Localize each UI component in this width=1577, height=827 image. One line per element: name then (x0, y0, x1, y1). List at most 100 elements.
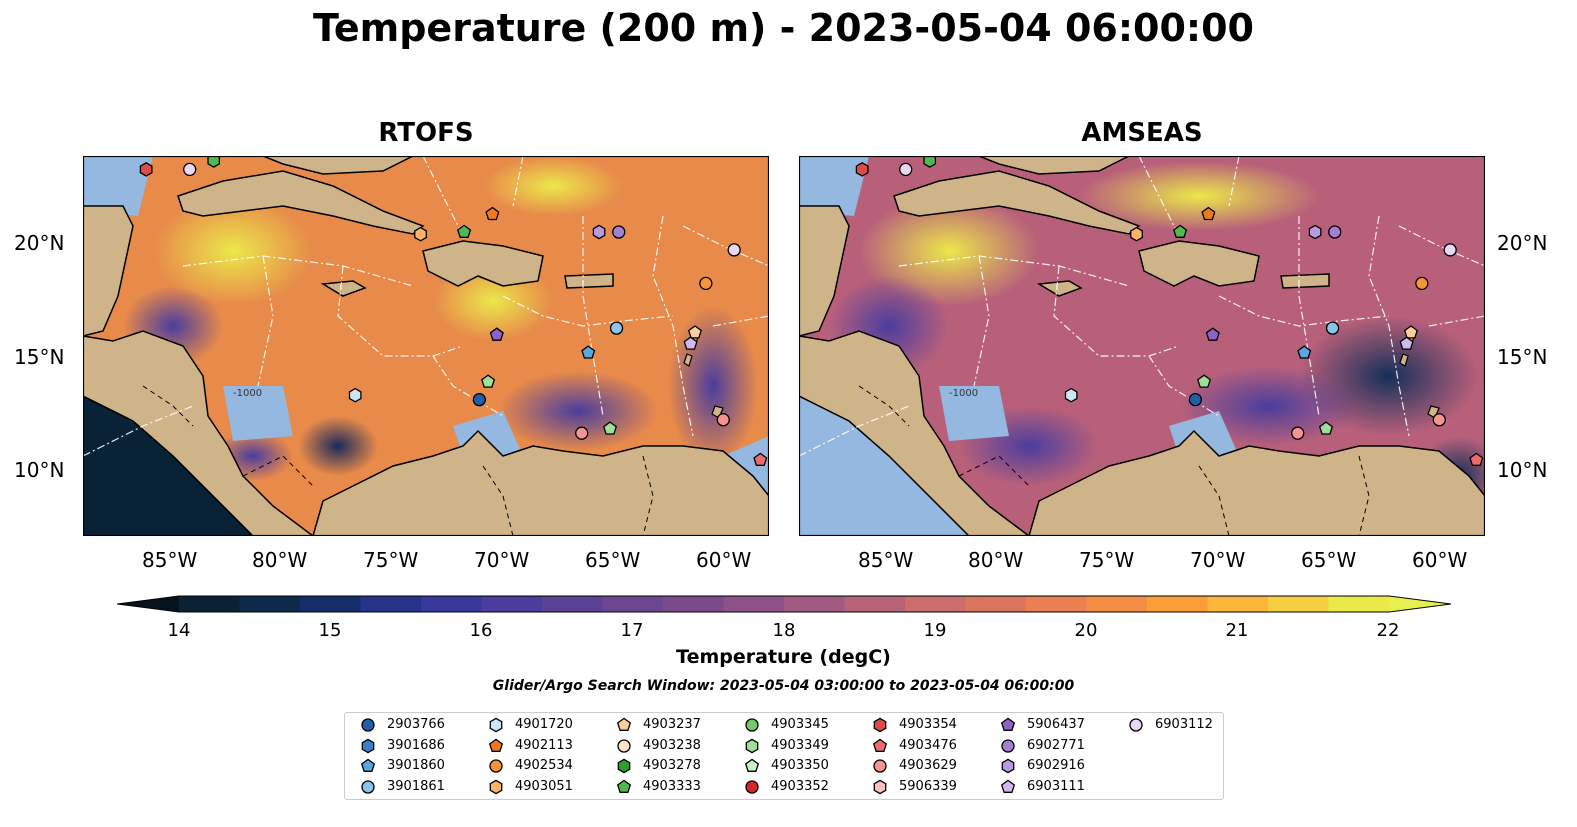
land-puerto-rico (1280, 273, 1330, 289)
float-marker[interactable] (207, 156, 221, 168)
float-marker[interactable] (575, 426, 589, 440)
float-marker[interactable] (899, 162, 913, 177)
legend-marker-icon (1129, 718, 1143, 732)
lon-label-70w-right: 70°W (1190, 548, 1246, 572)
float-marker[interactable] (592, 224, 606, 240)
float-marker[interactable] (1432, 413, 1446, 427)
float-marker[interactable] (1130, 226, 1143, 242)
shallow-shelf (83, 156, 153, 216)
float-marker[interactable] (481, 374, 496, 388)
colorbar-segment (784, 596, 845, 612)
float-marker[interactable] (1328, 225, 1342, 239)
float-marker[interactable] (687, 325, 702, 339)
float-marker[interactable] (1318, 421, 1334, 435)
legend-marker-icon (873, 717, 887, 733)
float-marker[interactable] (457, 224, 472, 238)
float-marker[interactable] (139, 162, 153, 177)
legend-label: 4903350 (771, 758, 829, 773)
colorbar-tick: 15 (318, 620, 342, 641)
float-marker[interactable] (753, 452, 768, 466)
float-marker[interactable] (1297, 345, 1312, 359)
legend-marker-icon (617, 758, 631, 774)
legend-marker-icon (361, 779, 375, 794)
float-markers[interactable] (855, 156, 1484, 466)
float-marker[interactable] (716, 413, 730, 427)
float-marker[interactable] (699, 276, 713, 291)
legend-marker-icon (872, 738, 888, 752)
warm-anomaly (153, 196, 313, 306)
float-marker[interactable] (1415, 276, 1429, 291)
float-marker[interactable] (581, 345, 596, 359)
float-marker[interactable] (1399, 336, 1414, 350)
land-cuba (893, 170, 1141, 235)
legend-label: 6902916 (1027, 758, 1085, 773)
float-marker[interactable] (1325, 321, 1340, 335)
colorbar-segment (542, 596, 603, 612)
float-marker[interactable] (923, 156, 937, 168)
float-marker[interactable] (485, 206, 500, 221)
colorbar-tick: 22 (1376, 620, 1400, 641)
legend-marker-icon (489, 779, 503, 794)
legend-label: 4903629 (899, 758, 957, 773)
legend-marker-icon (1000, 717, 1016, 731)
lon-label-60w: 60°W (696, 548, 752, 572)
colorbar-segment (663, 596, 724, 612)
float-marker[interactable] (609, 321, 624, 335)
float-legend: 2903766 3901686 3901860 3901861 4901720 49021… (344, 712, 1224, 800)
colorbar-segment (905, 596, 966, 612)
colorbar-over-arrow (1389, 596, 1451, 612)
lon-label-65w-right: 65°W (1301, 548, 1357, 572)
float-marker[interactable] (1173, 224, 1188, 238)
lon-label-75w-right: 75°W (1079, 548, 1135, 572)
float-marker[interactable] (855, 162, 869, 177)
float-marker[interactable] (683, 336, 698, 350)
national-borders (858, 385, 1370, 536)
pacific-ocean (83, 396, 253, 536)
colorbar (117, 595, 1451, 613)
float-marker[interactable] (1205, 327, 1220, 341)
float-marker[interactable] (348, 387, 362, 403)
legend-marker-icon (616, 717, 632, 731)
land-yucatan (83, 205, 134, 337)
map-panel-rtofs[interactable]: -1000 (83, 156, 769, 536)
float-marker[interactable] (1443, 243, 1457, 257)
float-marker[interactable] (1308, 224, 1322, 240)
cold-anomaly (668, 306, 758, 466)
colorbar-tick: 17 (620, 620, 644, 641)
lon-label-85w-right: 85°W (858, 548, 914, 572)
lon-label-65w: 65°W (585, 548, 641, 572)
colorbar-segment (602, 596, 664, 612)
float-marker[interactable] (612, 225, 626, 239)
map-panel-amseas[interactable]: -1000 (799, 156, 1485, 536)
float-marker[interactable] (414, 226, 427, 242)
shallow-shelf (939, 386, 1009, 441)
float-markers[interactable] (139, 156, 768, 466)
legend-marker-icon (616, 779, 632, 793)
float-marker[interactable] (1201, 206, 1216, 221)
float-marker[interactable] (1064, 387, 1078, 403)
land-yucatan (799, 205, 850, 337)
float-marker[interactable] (183, 162, 197, 177)
float-marker[interactable] (472, 392, 487, 407)
colorbar-tick: 21 (1225, 620, 1249, 641)
float-marker[interactable] (1291, 426, 1305, 440)
float-marker[interactable] (727, 243, 741, 257)
legend-marker-icon (745, 718, 759, 732)
float-marker[interactable] (602, 421, 618, 435)
legend-label: 5906339 (899, 778, 957, 794)
float-marker[interactable] (1403, 325, 1418, 339)
legend-marker-icon (745, 779, 759, 794)
float-marker[interactable] (489, 327, 504, 341)
float-marker[interactable] (1469, 452, 1484, 466)
colorbar-segment (1026, 596, 1087, 612)
contour-label: -1000 (949, 388, 978, 399)
float-marker[interactable] (1197, 374, 1212, 388)
cold-anomaly (298, 416, 378, 476)
lon-label-85w: 85°W (142, 548, 198, 572)
float-marker[interactable] (1188, 392, 1203, 407)
lon-label-75w: 75°W (363, 548, 419, 572)
legend-label: 3901860 (387, 758, 445, 773)
legend-marker-icon (361, 738, 375, 753)
legend-label: 4903278 (643, 758, 701, 773)
colorbar-tick: 18 (772, 620, 796, 641)
